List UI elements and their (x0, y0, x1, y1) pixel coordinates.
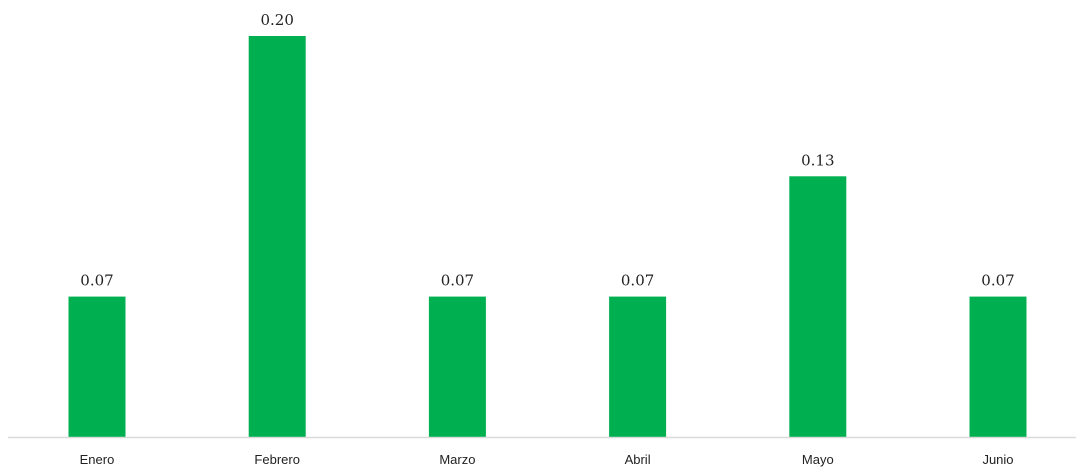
category-label-mayo: Mayo (802, 452, 834, 467)
category-label-enero: Enero (80, 452, 115, 467)
data-label-febrero: 0.20 (260, 11, 293, 29)
bars-group (68, 36, 1027, 438)
category-labels-group: Enero Febrero Marzo Abril Mayo Junio (80, 452, 1014, 467)
bar-junio (969, 296, 1027, 437)
bar-mayo (789, 176, 847, 438)
bar-febrero (248, 36, 306, 437)
category-label-junio: Junio (982, 452, 1013, 467)
data-label-marzo: 0.07 (441, 272, 474, 290)
category-label-marzo: Marzo (439, 452, 475, 467)
category-label-abril: Abril (625, 452, 651, 467)
data-label-enero: 0.07 (80, 272, 113, 290)
data-label-mayo: 0.13 (801, 151, 834, 169)
category-label-febrero: Febrero (254, 452, 300, 467)
bar-abril (609, 296, 667, 437)
data-label-abril: 0.07 (621, 272, 654, 290)
value-labels-group: 0.07 0.20 0.07 0.07 0.13 0.07 (80, 11, 1014, 290)
bar-enero (68, 296, 126, 437)
bar-marzo (428, 296, 486, 437)
data-label-junio: 0.07 (981, 272, 1014, 290)
